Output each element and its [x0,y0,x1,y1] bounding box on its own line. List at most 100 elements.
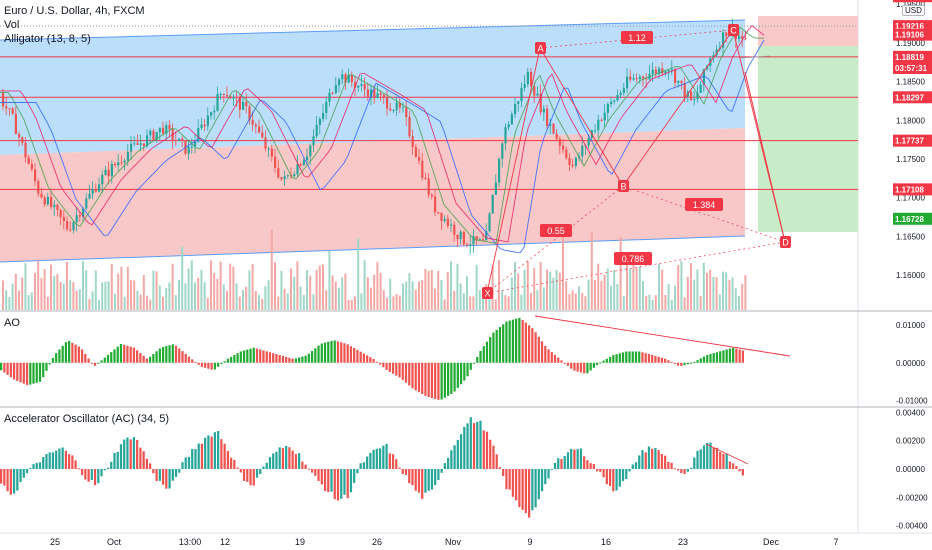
ao-bar [583,362,586,374]
ac-bar [349,469,353,493]
volume-bar [126,266,129,310]
candle-body [434,196,437,213]
volume-bar [27,295,30,310]
candle-body [501,143,504,159]
volume-bar [664,295,667,310]
ac-bar [563,456,566,469]
candle-body [616,94,619,101]
candle-body [347,74,350,83]
ac-bar [187,456,191,469]
ac-bar [670,462,673,469]
volume-bar [648,294,651,310]
volume-bar [712,276,715,310]
ac-bar [576,449,579,469]
volume-bar [117,273,120,310]
ac-bar [272,453,275,469]
alligator-line [0,26,764,244]
candle-body [331,92,334,94]
candle-body [392,110,395,112]
volume-bar [299,286,302,310]
ao-bar [638,351,641,363]
ao-bar [126,345,129,363]
ao-series [0,317,744,400]
pattern-point-label: C [730,26,737,36]
ao-bar [320,343,323,363]
price-tag-bg [893,134,932,147]
candle-body [254,124,257,127]
candle-body [206,115,209,127]
ac-bar [210,436,213,469]
ao-bar [631,351,634,363]
ao-bar [255,348,259,363]
ac-bar [676,469,680,471]
candle-body [165,125,168,134]
ao-bar [437,362,440,400]
ac-bar [596,469,599,472]
ao-bar [113,349,116,363]
ac-bar [531,469,534,511]
ac-bar [689,467,693,469]
ac-bar [246,469,249,482]
ao-bar [90,362,93,364]
candle-body [690,91,693,100]
volume-bar [18,290,20,310]
ao-title: AO [4,317,20,329]
ao-bar [647,354,651,363]
candle-body [430,194,433,197]
ao-bar [184,353,187,363]
candle-body [510,114,513,125]
ratio-label-text: 1.384 [693,200,716,210]
ao-bar [129,346,132,363]
ao-bar [547,349,550,363]
candle-body [306,156,309,161]
candle-body [210,112,213,116]
ac-bar [434,469,437,486]
volume-bar [286,293,289,310]
candle-body [229,96,232,99]
ao-bar [505,321,508,363]
ac-bar [641,450,644,469]
symbol-title: Euro / U.S. Dollar, 4h, FXCM [4,5,145,17]
candle-body [235,96,238,99]
ac-bar [126,437,129,469]
candle-body [363,84,366,90]
pattern-point-label: D [782,238,789,248]
ac-bar [735,465,738,469]
volume-bar [318,265,321,310]
pattern-point-x: X [482,287,493,299]
ao-bar [576,362,579,372]
ao-bar [123,344,126,363]
candle-body [350,74,353,83]
currency-badge[interactable]: USD [902,5,925,16]
ao-bar [213,362,217,370]
ao-bar [145,358,148,363]
ao-bar [450,362,453,395]
candle-body [539,93,542,113]
candle-body [542,108,545,113]
volume-bar [658,263,660,310]
ac-bar [709,442,712,469]
volume-bar [114,293,116,310]
ac-bar [103,469,106,471]
volume-bar [165,287,168,310]
candle-body [85,198,88,209]
candle-body [552,123,555,134]
volume-bar [405,281,408,310]
ac-bar [579,448,583,469]
ac-bar [48,452,51,469]
candle-body [562,145,565,150]
volume-bar [558,272,561,310]
ao-bar [22,362,25,384]
candle-body [395,102,398,111]
candle-body [357,85,360,88]
volume-bar [472,296,475,310]
candle-body [190,146,193,148]
volume-bar [379,272,382,310]
time-tick-label: Nov [445,537,462,547]
candle-body [462,231,465,245]
ac-bar [388,453,391,469]
volume-bar [488,294,491,310]
volume-bar [427,270,430,310]
candle-body [37,181,40,194]
candle-body [456,234,459,239]
